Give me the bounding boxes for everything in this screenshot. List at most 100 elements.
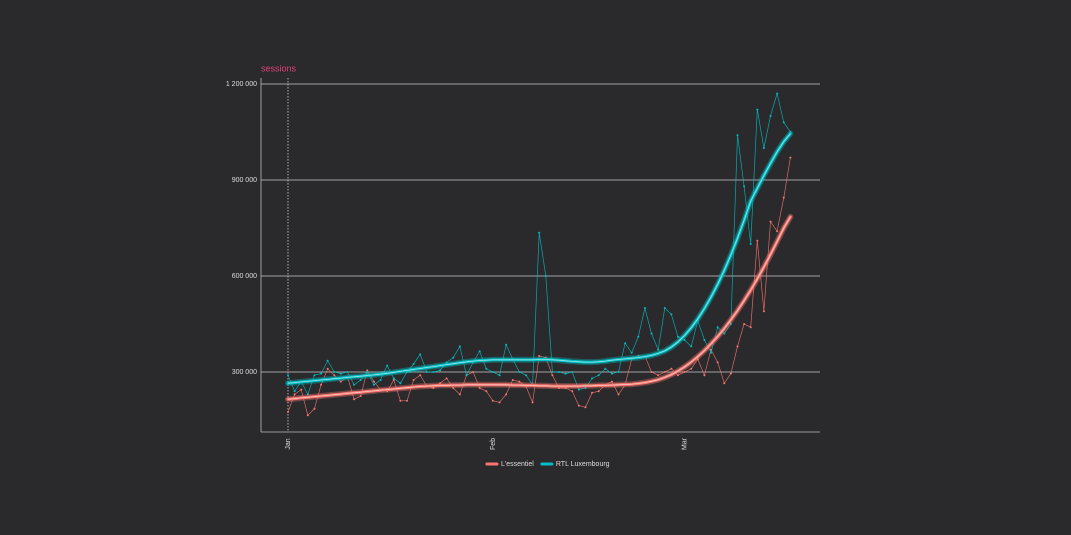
y-tick-label: 1 200 000 [226, 81, 257, 88]
data-point [756, 239, 759, 242]
data-point [683, 371, 686, 373]
data-point [564, 372, 567, 375]
data-point [320, 372, 323, 375]
data-point [346, 371, 349, 373]
data-point [762, 310, 765, 313]
data-point [577, 404, 580, 407]
x-tick-label: Mar [681, 437, 688, 450]
data-point [723, 382, 726, 385]
data-point [359, 395, 362, 397]
data-point [392, 377, 395, 380]
data-point [366, 371, 369, 373]
data-point [683, 339, 686, 341]
data-point [366, 369, 369, 372]
data-point [287, 374, 289, 377]
data-point [333, 374, 336, 377]
data-point [630, 351, 633, 354]
x-tick-label: Feb [490, 438, 497, 450]
data-point [743, 185, 746, 188]
data-point [551, 374, 554, 377]
data-point [353, 398, 356, 401]
data-point [439, 369, 442, 372]
y-axis-label: sessions [261, 63, 297, 73]
data-point [736, 134, 739, 137]
legend-label: L'essentiel [501, 461, 534, 468]
x-tick-label: Jan [285, 438, 292, 449]
data-point [472, 371, 475, 373]
data-point [452, 387, 455, 389]
data-point [716, 361, 719, 364]
data-point [339, 372, 342, 375]
data-point [624, 342, 627, 345]
data-point [544, 275, 547, 277]
data-point [637, 335, 640, 338]
data-point [643, 307, 646, 309]
data-point [372, 383, 375, 386]
data-point [538, 231, 541, 234]
data-point [399, 382, 402, 385]
data-point [445, 361, 448, 364]
data-point [676, 335, 679, 338]
data-point [306, 414, 309, 417]
data-point [663, 307, 666, 309]
data-point [326, 359, 329, 362]
data-point [300, 388, 303, 391]
data-point [782, 196, 785, 199]
y-tick-label: 900 000 [232, 177, 257, 184]
data-point [729, 323, 732, 325]
data-point [405, 399, 408, 402]
data-point [716, 326, 719, 329]
data-point [505, 343, 508, 346]
data-point [432, 387, 435, 389]
data-point [432, 371, 435, 373]
data-point [729, 372, 732, 375]
data-point [392, 379, 395, 381]
data-point [558, 371, 561, 373]
data-point [412, 363, 415, 365]
data-point [359, 379, 362, 381]
data-point [577, 388, 580, 391]
data-point [326, 367, 329, 370]
data-point [610, 380, 613, 383]
data-point [769, 220, 772, 223]
data-point [372, 380, 375, 383]
data-point [617, 371, 620, 373]
data-point [458, 393, 461, 396]
data-point [379, 379, 382, 381]
data-point [485, 367, 488, 370]
data-point [306, 393, 309, 396]
data-point [710, 351, 713, 354]
data-point [333, 371, 336, 373]
data-point [657, 374, 660, 377]
data-point [670, 313, 673, 316]
data-point [604, 367, 607, 370]
data-point [293, 390, 296, 393]
data-point [571, 371, 574, 373]
data-point [313, 407, 316, 410]
data-point [452, 356, 455, 359]
data-point [287, 411, 289, 413]
data-point [743, 323, 746, 325]
data-point [439, 382, 442, 385]
trend-highlight [287, 216, 791, 400]
data-point [531, 401, 534, 404]
data-point [485, 390, 488, 393]
data-point [320, 383, 323, 386]
data-point [518, 380, 521, 383]
data-point [538, 355, 541, 357]
trend-highlight [287, 133, 791, 384]
data-point [505, 393, 508, 396]
data-point [419, 374, 422, 377]
data-point [776, 230, 779, 233]
data-point [458, 345, 461, 348]
data-point [478, 387, 481, 389]
data-point [749, 326, 752, 329]
data-point [419, 353, 422, 356]
data-point [591, 377, 594, 380]
data-point [386, 364, 389, 367]
data-point [293, 393, 296, 396]
data-point [597, 390, 600, 393]
data-point [584, 387, 587, 389]
data-point [663, 371, 666, 373]
data-point [782, 121, 785, 124]
